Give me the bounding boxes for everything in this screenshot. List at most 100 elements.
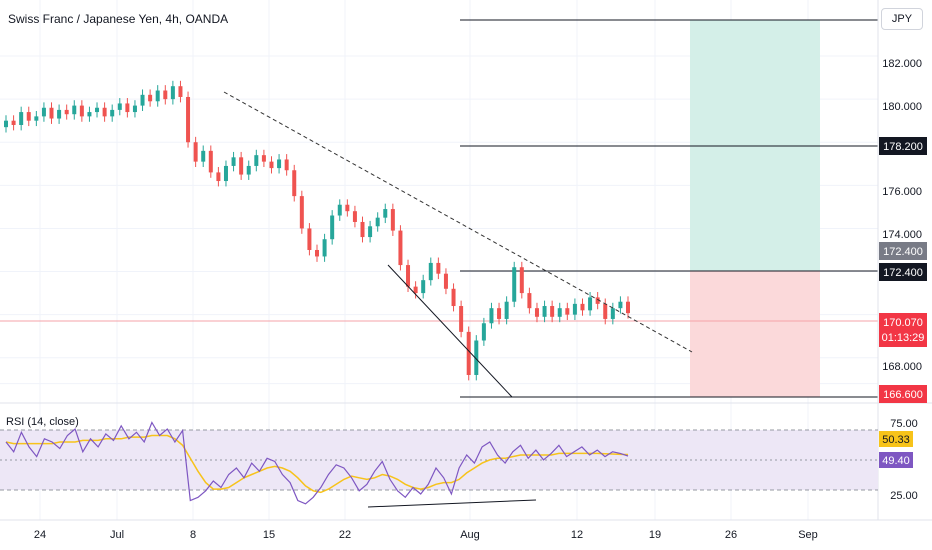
- candle-down: [307, 228, 312, 250]
- time-tick: 15: [263, 529, 275, 541]
- candle-down: [443, 273, 448, 289]
- time-tick: 19: [649, 529, 661, 541]
- candle-down: [451, 288, 456, 307]
- candle-down: [519, 267, 524, 294]
- price-level-badge-text: 172.400: [883, 267, 923, 279]
- candle-up: [512, 267, 517, 302]
- candle-down: [580, 303, 585, 311]
- candle-down: [292, 170, 297, 197]
- candle-up: [277, 159, 282, 169]
- rsi-indicator-title[interactable]: RSI (14, close): [6, 416, 79, 428]
- candle-down: [186, 96, 191, 143]
- rsi-tick-75: 75.00: [890, 418, 918, 430]
- candle-up: [588, 297, 593, 311]
- candle-down: [352, 211, 357, 222]
- candle-down: [193, 142, 198, 162]
- candle-down: [239, 157, 244, 175]
- time-tick: Sep: [798, 529, 818, 541]
- candle-down: [626, 301, 630, 314]
- candle-up: [87, 112, 92, 117]
- candle-down: [208, 150, 213, 173]
- candle-up: [231, 157, 236, 166]
- candle-down: [261, 155, 266, 162]
- rsi-value-badge: 49.40: [879, 452, 913, 468]
- time-tick: 12: [571, 529, 583, 541]
- candle-down: [299, 196, 304, 229]
- rsi-ma-badge: 50.33: [879, 431, 913, 447]
- candle-up: [95, 107, 100, 113]
- candlestick-series: [4, 80, 630, 381]
- candle-down: [466, 331, 471, 375]
- candle-down: [527, 293, 532, 309]
- support-trendline[interactable]: [387, 264, 513, 398]
- time-tick: 24: [34, 529, 46, 541]
- price-tick: 176.000: [882, 186, 922, 198]
- candle-up: [542, 306, 547, 317]
- candle-down: [595, 297, 600, 304]
- price-tick: 174.000: [882, 229, 922, 241]
- candle-up: [155, 90, 160, 102]
- price-tick: 182.000: [882, 58, 922, 70]
- time-tick: 8: [190, 529, 196, 541]
- candle-down: [64, 109, 69, 115]
- candle-down: [178, 86, 183, 97]
- candle-up: [572, 303, 577, 315]
- time-tick: Aug: [460, 529, 480, 541]
- current-price-badge[interactable]: 170.070 01:13:29: [879, 313, 927, 347]
- time-tick: 22: [339, 529, 351, 541]
- candle-up: [481, 323, 486, 341]
- candle-down: [603, 303, 608, 319]
- candle-down: [269, 161, 274, 169]
- price-level-badge-text: 166.600: [883, 389, 923, 401]
- candle-up: [421, 280, 426, 294]
- candle-up: [557, 308, 562, 317]
- candle-up: [254, 155, 259, 166]
- price-level-badge-172400[interactable]: 172.400: [879, 263, 927, 281]
- price-level-badge-178200[interactable]: 178.200: [879, 137, 927, 155]
- candle-down: [398, 230, 403, 266]
- candle-up: [474, 340, 479, 375]
- currency-button[interactable]: JPY: [881, 8, 923, 30]
- price-axis[interactable]: 182.000 180.000 176.000 174.000 168.000 …: [879, 58, 927, 403]
- time-axis[interactable]: 24 Jul 8 15 22 Aug 12 19 26 Sep: [0, 519, 932, 541]
- candle-up: [330, 215, 335, 240]
- candle-down: [459, 306, 464, 332]
- candle-up: [19, 112, 24, 125]
- candle-up: [140, 94, 145, 106]
- candle-down: [565, 308, 570, 315]
- candle-up: [57, 109, 62, 119]
- candle-up: [504, 301, 509, 319]
- candle-up: [383, 209, 388, 218]
- rsi-axis[interactable]: 75.00 50.33 49.40 25.00: [879, 418, 918, 502]
- price-tick: 180.000: [882, 101, 922, 113]
- candle-down: [345, 204, 350, 212]
- countdown-text: 01:13:29: [882, 332, 925, 344]
- time-tick: Jul: [110, 529, 124, 541]
- descending-resistance-trendline[interactable]: [223, 91, 693, 353]
- candle-up: [132, 105, 137, 113]
- current-price-text: 170.070: [883, 317, 923, 329]
- candle-down: [497, 308, 502, 319]
- candle-up: [117, 103, 122, 110]
- price-level-badge-166600[interactable]: 166.600: [879, 385, 927, 403]
- candle-up: [72, 105, 77, 115]
- rsi-line: [5, 421, 629, 505]
- rsi-divergence-line[interactable]: [367, 499, 537, 508]
- candle-down: [49, 107, 54, 119]
- candle-down: [360, 221, 365, 238]
- candle-down: [390, 209, 395, 231]
- candle-up: [170, 86, 175, 100]
- price-level-badge-172400-grey[interactable]: 172.400: [879, 242, 927, 260]
- candle-up: [34, 116, 39, 121]
- candle-up: [4, 120, 8, 128]
- chart-title[interactable]: Swiss Franc / Japanese Yen, 4h, OANDA: [8, 12, 229, 26]
- price-level-badge-text: 172.400: [883, 246, 923, 258]
- candle-up: [201, 150, 206, 162]
- candle-down: [26, 112, 31, 121]
- price-tick: 168.000: [882, 361, 922, 373]
- rsi-tick-25: 25.00: [890, 490, 918, 502]
- candle-down: [216, 172, 221, 182]
- candle-up: [246, 165, 251, 175]
- stop-zone[interactable]: [690, 271, 820, 397]
